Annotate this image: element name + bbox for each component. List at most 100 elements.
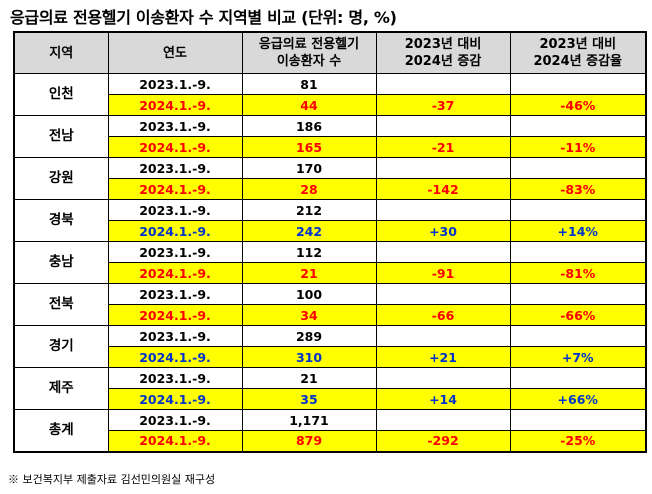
year-2024-cell: 2024.1.-9. — [107, 136, 243, 158]
region-cell: 전북 — [13, 283, 109, 326]
rate-cell: +66% — [509, 388, 647, 410]
rate-empty-cell — [509, 157, 647, 179]
table-row-highlight: 2024.1.-9. 44 -37 -46% — [14, 94, 647, 116]
diff-cell: -21 — [375, 136, 511, 158]
count-2024-cell: 879 — [241, 430, 377, 452]
year-2024-cell: 2024.1.-9. — [107, 220, 243, 242]
year-2024-cell: 2024.1.-9. — [107, 388, 243, 410]
table-row: 총계 2023.1.-9. 1,171 — [13, 409, 647, 452]
table-row: 강원 2023.1.-9. 170 — [13, 157, 647, 200]
region-cell: 제주 — [13, 367, 109, 410]
rate-empty-cell — [509, 241, 647, 263]
count-2023-cell: 186 — [241, 115, 377, 137]
table-title: 응급의료 전용헬기 이송환자 수 지역별 비교 (단위: 명, %) — [10, 8, 397, 27]
table-header: 지역 연도 응급의료 전용헬기 이송환자 수 2023년 대비 2024년 증감 2… — [13, 31, 647, 74]
table-body: 인천 2023.1.-9. 81 2024.1.-9. 44 -37 -46% 전남 2023.… — [13, 73, 647, 452]
table-row: 제주 2023.1.-9. 21 — [13, 367, 647, 410]
count-2024-cell: 28 — [241, 178, 377, 200]
header-count: 응급의료 전용헬기 이송환자 수 — [241, 31, 377, 74]
rate-empty-cell — [509, 325, 647, 347]
region-cell: 총계 — [13, 409, 109, 452]
count-2024-cell: 44 — [241, 94, 377, 116]
count-2024-cell: 21 — [241, 262, 377, 284]
diff-cell: +14 — [375, 388, 511, 410]
region-cell: 경북 — [13, 199, 109, 242]
diff-cell: +21 — [375, 346, 511, 368]
rate-cell: -83% — [509, 178, 647, 200]
diff-empty-cell — [375, 241, 511, 263]
count-2024-cell: 242 — [241, 220, 377, 242]
diff-cell: +30 — [375, 220, 511, 242]
rate-empty-cell — [509, 115, 647, 137]
count-2023-cell: 112 — [241, 241, 377, 263]
table-row-highlight: 2024.1.-9. 879 -292 -25% — [14, 430, 647, 452]
year-2023-cell: 2023.1.-9. — [107, 367, 243, 389]
rate-cell: -46% — [509, 94, 647, 116]
table-row: 충남 2023.1.-9. 112 — [13, 241, 647, 284]
table-row-highlight: 2024.1.-9. 165 -21 -11% — [14, 136, 647, 158]
rate-empty-cell — [509, 283, 647, 305]
year-2023-cell: 2023.1.-9. — [107, 157, 243, 179]
diff-empty-cell — [375, 325, 511, 347]
year-2024-cell: 2024.1.-9. — [107, 346, 243, 368]
count-2023-cell: 170 — [241, 157, 377, 179]
count-2024-cell: 165 — [241, 136, 377, 158]
header-diff: 2023년 대비 2024년 증감 — [375, 31, 511, 74]
count-2024-cell: 310 — [241, 346, 377, 368]
table-row: 경기 2023.1.-9. 289 — [13, 325, 647, 368]
year-2023-cell: 2023.1.-9. — [107, 409, 243, 431]
year-2023-cell: 2023.1.-9. — [107, 199, 243, 221]
comparison-table: 지역 연도 응급의료 전용헬기 이송환자 수 2023년 대비 2024년 증감 2… — [13, 31, 647, 453]
rate-empty-cell — [509, 199, 647, 221]
rate-cell: +14% — [509, 220, 647, 242]
header-region: 지역 — [13, 31, 109, 74]
year-2024-cell: 2024.1.-9. — [107, 178, 243, 200]
rate-empty-cell — [509, 367, 647, 389]
year-2023-cell: 2023.1.-9. — [107, 325, 243, 347]
rate-empty-cell — [509, 409, 647, 431]
diff-empty-cell — [375, 409, 511, 431]
count-2023-cell: 1,171 — [241, 409, 377, 431]
count-2023-cell: 21 — [241, 367, 377, 389]
year-2024-cell: 2024.1.-9. — [107, 430, 243, 452]
year-2023-cell: 2023.1.-9. — [107, 241, 243, 263]
table-row: 전북 2023.1.-9. 100 — [13, 283, 647, 326]
diff-cell: -142 — [375, 178, 511, 200]
diff-cell: -66 — [375, 304, 511, 326]
diff-empty-cell — [375, 115, 511, 137]
year-2024-cell: 2024.1.-9. — [107, 94, 243, 116]
table-row: 경북 2023.1.-9. 212 — [13, 199, 647, 242]
diff-empty-cell — [375, 367, 511, 389]
year-2024-cell: 2024.1.-9. — [107, 304, 243, 326]
year-2023-cell: 2023.1.-9. — [107, 73, 243, 95]
count-2023-cell: 100 — [241, 283, 377, 305]
rate-cell: -25% — [509, 430, 647, 452]
table-row: 인천 2023.1.-9. 81 — [13, 73, 647, 116]
header-year: 연도 — [107, 31, 243, 74]
year-2023-cell: 2023.1.-9. — [107, 283, 243, 305]
diff-empty-cell — [375, 283, 511, 305]
diff-cell: -37 — [375, 94, 511, 116]
region-cell: 충남 — [13, 241, 109, 284]
diff-cell: -91 — [375, 262, 511, 284]
count-2024-cell: 35 — [241, 388, 377, 410]
region-cell: 강원 — [13, 157, 109, 200]
rate-cell: -81% — [509, 262, 647, 284]
rate-empty-cell — [509, 73, 647, 95]
table-row-highlight: 2024.1.-9. 242 +30 +14% — [14, 220, 647, 242]
rate-cell: -66% — [509, 304, 647, 326]
table-row-highlight: 2024.1.-9. 35 +14 +66% — [14, 388, 647, 410]
header-rate: 2023년 대비 2024년 증감율 — [509, 31, 647, 74]
count-2024-cell: 34 — [241, 304, 377, 326]
region-cell: 전남 — [13, 115, 109, 158]
rate-cell: -11% — [509, 136, 647, 158]
count-2023-cell: 81 — [241, 73, 377, 95]
footnote: ※ 보건복지부 제출자료 김선민의원실 재구성 — [8, 473, 216, 486]
count-2023-cell: 289 — [241, 325, 377, 347]
count-2023-cell: 212 — [241, 199, 377, 221]
table-row-highlight: 2024.1.-9. 34 -66 -66% — [14, 304, 647, 326]
table-row-highlight: 2024.1.-9. 28 -142 -83% — [14, 178, 647, 200]
region-cell: 인천 — [13, 73, 109, 116]
diff-empty-cell — [375, 73, 511, 95]
diff-empty-cell — [375, 199, 511, 221]
